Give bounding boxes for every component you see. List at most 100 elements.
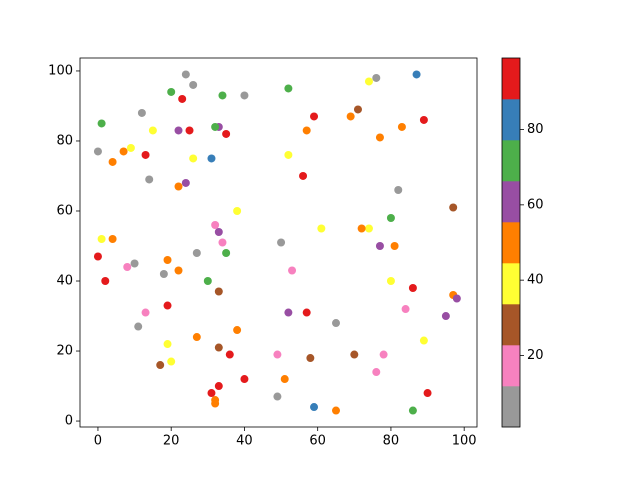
point [346,112,355,121]
point [390,242,399,251]
point [350,350,359,359]
point [159,270,168,279]
point [101,277,110,286]
point [412,70,421,79]
point [302,308,311,317]
point [284,84,293,93]
colorbar-tick-label: 60 [527,197,544,212]
point [394,185,403,194]
point [218,238,227,247]
point [181,70,190,79]
point [273,350,282,359]
point [284,308,293,317]
colorbar-tick-label: 40 [527,273,544,288]
x-tick-label: 100 [452,434,477,449]
point [181,178,190,187]
point [375,242,384,251]
colorbar-tick-label: 80 [527,122,544,137]
point [126,143,135,152]
point [108,234,117,243]
x-tick-label: 60 [309,434,326,449]
point [357,224,366,233]
point [408,284,417,293]
point [441,312,450,321]
point [145,175,154,184]
point [214,343,223,352]
point [379,350,388,359]
point [225,350,234,359]
point [137,108,146,117]
x-tick-label: 40 [236,434,253,449]
point [119,147,128,156]
point [353,105,362,114]
point [397,122,406,131]
point [273,392,282,401]
point [449,203,458,212]
point [192,333,201,342]
point [174,266,183,275]
point [372,368,381,377]
point [222,129,231,138]
point [222,249,231,258]
point [331,406,340,415]
point [386,213,395,222]
point [148,126,157,135]
point [452,294,461,303]
point [108,157,117,166]
point [167,87,176,96]
point [364,224,373,233]
y-tick-label: 20 [56,344,73,359]
point [310,403,319,412]
point [288,266,297,275]
point [408,406,417,415]
point [375,133,384,142]
point [211,122,220,131]
point [419,336,428,345]
point [419,115,428,124]
point [423,389,432,398]
colorbar-segment [502,304,520,346]
colorbar-segment [502,263,520,305]
point [141,150,150,159]
point [189,154,198,163]
colorbar-tick-label: 20 [527,348,544,363]
point [372,73,381,82]
point [240,375,249,384]
point [284,150,293,159]
point [401,305,410,314]
colorbar-segment [502,99,520,141]
point [317,224,326,233]
point [299,171,308,180]
point [163,301,172,310]
point [203,277,212,286]
point [93,252,102,261]
point [240,91,249,100]
colorbar-segment [502,140,520,182]
point [134,322,143,331]
point [174,182,183,191]
point [123,263,132,272]
point [214,287,223,296]
point [189,80,198,89]
x-tick-label: 20 [163,434,180,449]
point [214,227,223,236]
x-tick-label: 0 [94,434,102,449]
point [163,256,172,265]
point [211,220,220,229]
point [97,119,106,128]
point [211,399,220,408]
colorbar-frame [501,57,521,428]
point [130,259,139,268]
y-tick-label: 0 [65,414,73,429]
colorbar-segment [502,181,520,223]
point [174,126,183,135]
point [302,126,311,135]
axes-frame [79,57,478,428]
y-tick-label: 100 [48,63,73,78]
colorbar-segment [502,58,520,100]
point [156,361,165,370]
colorbar-segment [502,386,520,428]
colorbar-segment [502,222,520,264]
point [310,112,319,121]
